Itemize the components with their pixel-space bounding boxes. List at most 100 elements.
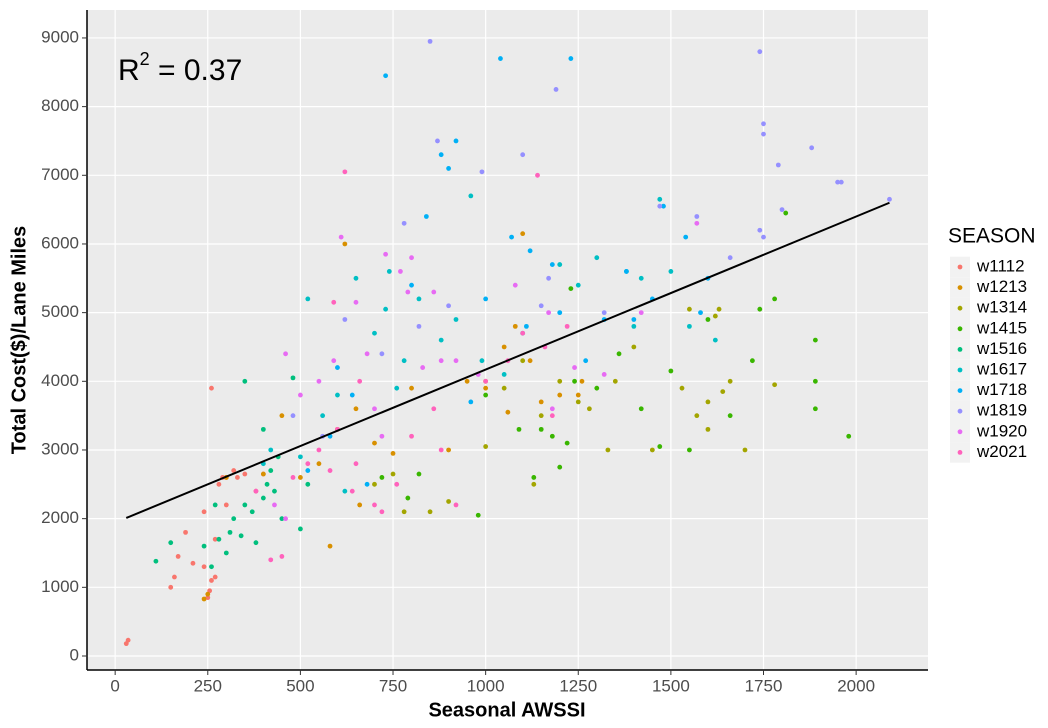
- point: [201, 564, 207, 570]
- point: [446, 303, 451, 309]
- point: [501, 385, 507, 391]
- point: [364, 481, 370, 487]
- legend-label: w2021: [976, 442, 1027, 461]
- point: [631, 323, 637, 329]
- grid: [87, 10, 928, 670]
- point: [479, 169, 485, 175]
- x-tick-label: 250: [194, 676, 222, 695]
- point: [557, 392, 563, 398]
- x-tick-label: 1500: [652, 676, 690, 695]
- point: [349, 488, 355, 494]
- point: [812, 337, 818, 343]
- legend-swatch: [957, 305, 963, 311]
- point: [835, 179, 841, 185]
- point: [453, 317, 459, 322]
- point: [297, 475, 303, 480]
- point: [383, 73, 389, 79]
- point: [586, 406, 592, 412]
- point: [223, 550, 229, 556]
- point: [379, 475, 385, 480]
- point: [416, 323, 422, 329]
- point: [694, 214, 700, 219]
- point: [353, 275, 359, 281]
- point: [201, 596, 207, 602]
- point: [438, 337, 444, 343]
- point: [209, 564, 214, 570]
- point: [468, 399, 474, 405]
- point: [227, 529, 233, 535]
- legend-swatch: [957, 326, 963, 332]
- point: [638, 275, 644, 281]
- point: [153, 558, 159, 564]
- y-tick-label: 4000: [41, 371, 79, 390]
- point: [520, 152, 526, 158]
- annotation-rest: = 0.37: [150, 54, 243, 87]
- point: [290, 413, 296, 419]
- annotation: R2 = 0.37: [118, 49, 242, 87]
- point: [661, 203, 666, 209]
- point: [201, 543, 207, 549]
- legend-swatch: [957, 429, 963, 435]
- point: [757, 49, 763, 55]
- point: [812, 378, 818, 384]
- point: [468, 193, 474, 199]
- point: [657, 196, 663, 202]
- x-tick-label: 0: [110, 676, 119, 695]
- point: [342, 317, 348, 322]
- point: [216, 536, 222, 542]
- point: [438, 358, 444, 364]
- point: [331, 299, 337, 305]
- point: [716, 306, 722, 312]
- point: [564, 323, 570, 329]
- point: [631, 344, 637, 350]
- point: [564, 440, 570, 446]
- point: [783, 210, 789, 216]
- point: [209, 385, 214, 391]
- point: [727, 413, 733, 419]
- plot-panel: [87, 10, 928, 670]
- point: [316, 461, 322, 467]
- point: [283, 516, 288, 522]
- legend-swatch: [957, 388, 963, 393]
- point: [409, 255, 414, 261]
- y-tick-label: 2000: [41, 508, 79, 527]
- point: [201, 509, 207, 515]
- point: [290, 375, 296, 381]
- point: [501, 372, 507, 377]
- point: [242, 502, 248, 508]
- point: [846, 433, 852, 439]
- legend-label: w1516: [976, 339, 1027, 358]
- point: [583, 358, 589, 364]
- point: [483, 444, 489, 449]
- points: [123, 38, 892, 647]
- point: [523, 323, 529, 329]
- point: [668, 368, 674, 374]
- point: [516, 426, 522, 432]
- point: [761, 121, 766, 127]
- point: [420, 365, 426, 370]
- point: [638, 406, 644, 412]
- legend-swatch: [957, 367, 963, 373]
- y-tick-label: 5000: [41, 302, 79, 321]
- point: [538, 413, 544, 419]
- point: [409, 385, 414, 391]
- point: [446, 499, 451, 504]
- point: [509, 234, 514, 240]
- point: [268, 557, 274, 563]
- point: [297, 454, 303, 460]
- point: [694, 413, 700, 419]
- point: [594, 385, 600, 391]
- point: [320, 413, 326, 419]
- point: [779, 207, 785, 213]
- point: [272, 502, 277, 508]
- point: [168, 584, 174, 590]
- point: [260, 426, 266, 432]
- point: [549, 262, 555, 267]
- point: [601, 310, 607, 316]
- point: [405, 495, 411, 501]
- point: [631, 317, 637, 322]
- point: [379, 509, 385, 515]
- point: [279, 413, 285, 419]
- point: [342, 169, 348, 175]
